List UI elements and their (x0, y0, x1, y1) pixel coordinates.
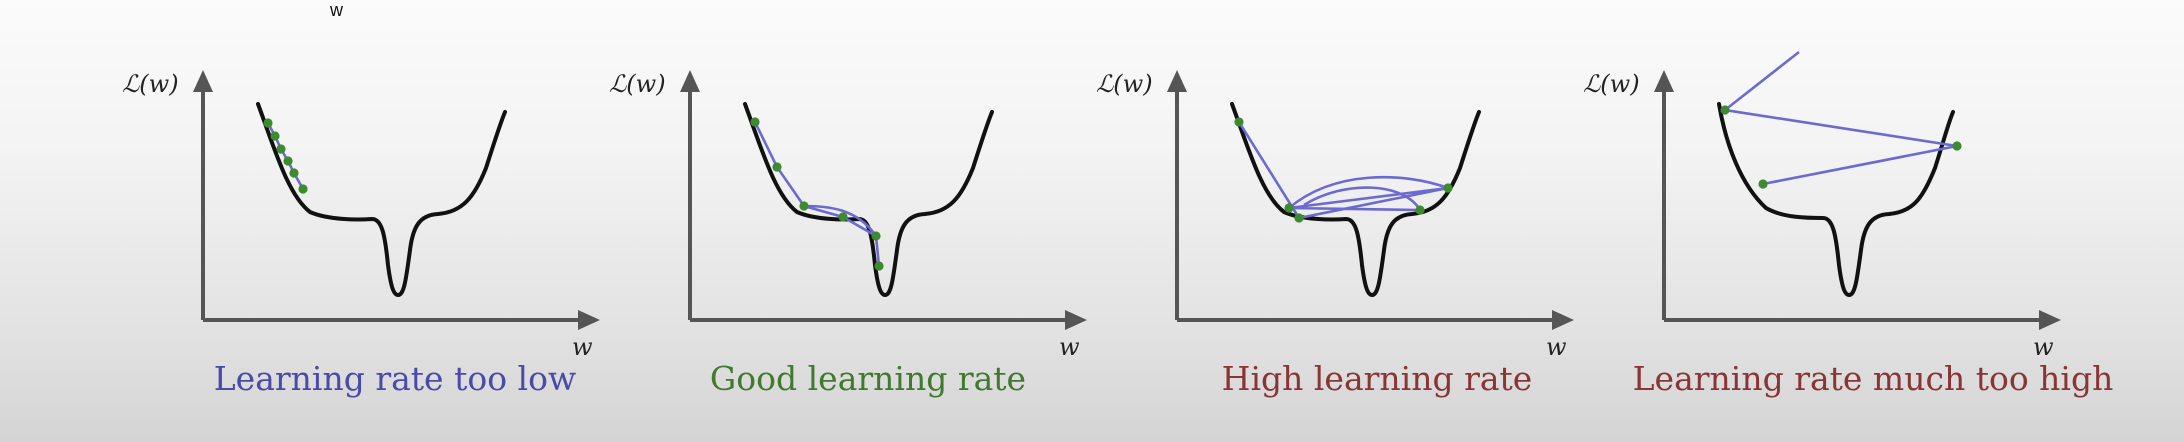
gd-point (1952, 141, 1962, 151)
gd-steps (263, 118, 308, 194)
y-axis-arrow (193, 70, 213, 92)
x-axis-arrow (1065, 310, 1087, 330)
gd-steps (750, 117, 884, 271)
panel-title: Good learning rate (710, 359, 1026, 398)
gd-point (772, 162, 782, 172)
loss-curve (743, 102, 994, 297)
x-axis-label: w (1059, 333, 1080, 361)
y-axis-label: ℒ(w) (1583, 70, 1640, 98)
gd-point (289, 168, 299, 178)
y-axis-arrow (1654, 70, 1674, 92)
gd-point (263, 118, 273, 128)
gd-point (283, 156, 293, 166)
y-axis-label: ℒ(w) (609, 70, 666, 98)
gd-step-path (753, 121, 881, 267)
x-axis-arrow (2039, 310, 2061, 330)
gd-point (1284, 203, 1294, 213)
gd-step-arc (803, 204, 878, 237)
gd-point (1415, 205, 1425, 215)
y-axis-arrow (680, 70, 700, 92)
gd-point (871, 231, 881, 241)
gd-steps (1234, 117, 1453, 223)
x-axis-label: w (2033, 333, 2054, 361)
gd-step-arc (1303, 186, 1422, 211)
x-axis-arrow (578, 310, 600, 330)
loss-curve (256, 102, 507, 297)
y-axis-label: ℒ(w) (1096, 70, 1153, 98)
gd-point (1234, 117, 1244, 127)
gd-step-arc (1288, 175, 1449, 209)
x-axis-label: w (572, 333, 593, 361)
gd-point (874, 261, 884, 271)
gd-point (1758, 179, 1768, 189)
panel-title: High learning rate (1222, 359, 1533, 398)
gd-point (1720, 105, 1730, 115)
panel-much-too-high: ℒ(w) w Learning rate much too high (1583, 50, 2114, 398)
gd-point (276, 144, 286, 154)
gd-point (750, 117, 760, 127)
panel-too-low: ℒ(w) w Learning rate too low (122, 70, 600, 398)
gd-point (1294, 213, 1304, 223)
x-axis-label: w (1546, 333, 1567, 361)
gd-step-path (1721, 50, 1958, 186)
gd-point (298, 184, 308, 194)
gd-point (270, 131, 280, 141)
panel-high: ℒ(w) w High learning rate (1096, 70, 1574, 398)
stray-w-label: w (330, 0, 343, 20)
y-axis-arrow (1167, 70, 1187, 92)
loss-curve (1230, 102, 1481, 297)
y-axis-label: ℒ(w) (122, 70, 179, 98)
x-axis-arrow (1552, 310, 1574, 330)
loss-curve (1717, 102, 1955, 297)
panel-title: Learning rate much too high (1633, 359, 2114, 398)
panel-title: Learning rate too low (214, 359, 576, 398)
gd-point (838, 212, 848, 222)
gd-point (1443, 183, 1453, 193)
panel-good: ℒ(w) w Good learning rate (609, 70, 1087, 398)
gd-point (799, 201, 809, 211)
gd-steps (1720, 50, 1962, 189)
